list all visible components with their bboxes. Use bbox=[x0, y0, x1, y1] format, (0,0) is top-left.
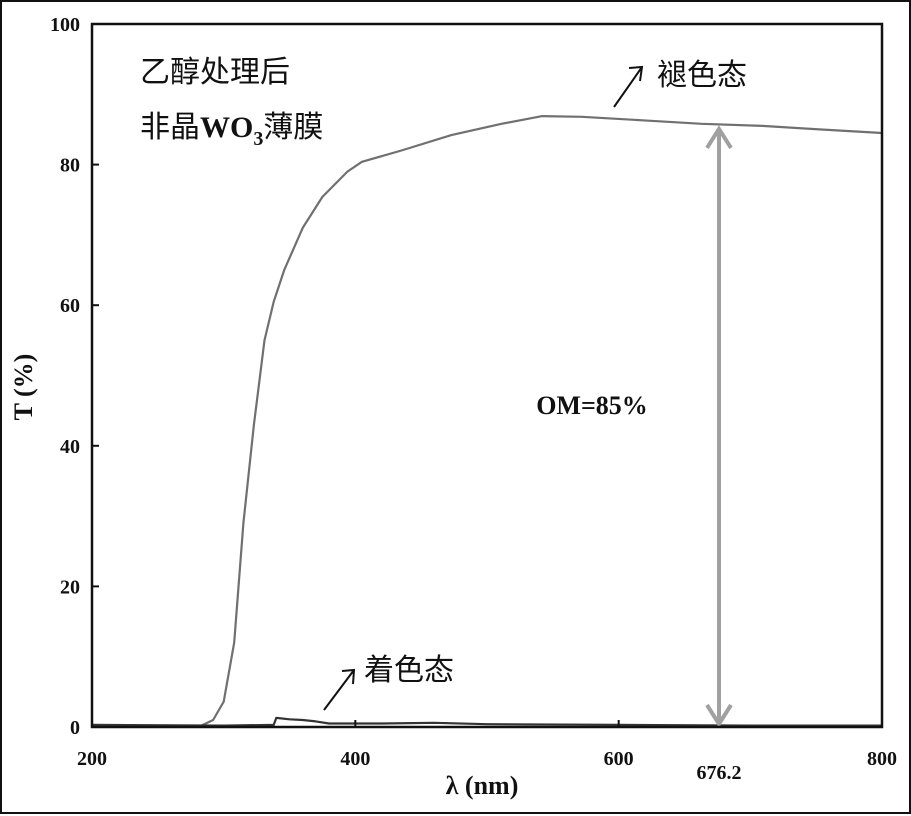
sample-label-line2: 非晶WO3薄膜 bbox=[140, 110, 323, 150]
bleached-label: 褪色态 bbox=[657, 58, 747, 93]
om-label: OM=85% bbox=[536, 391, 648, 420]
y-tick-label: 40 bbox=[60, 436, 80, 458]
x-axis-label: λ (nm) bbox=[446, 771, 519, 800]
series-line-bleached bbox=[92, 115, 883, 727]
om-arrow bbox=[705, 125, 733, 728]
x-tick-label: 400 bbox=[340, 748, 370, 770]
sample-label-line1: 乙醇处理后 bbox=[140, 55, 290, 90]
y-tick-label: 60 bbox=[60, 295, 80, 317]
y-tick-label: 0 bbox=[70, 717, 80, 739]
y-tick-label: 20 bbox=[60, 576, 80, 598]
plot-frame bbox=[90, 22, 884, 729]
y-tick-label: 100 bbox=[50, 14, 80, 36]
series-line-colored bbox=[91, 716, 882, 727]
x-tick-label: 800 bbox=[867, 748, 897, 770]
bleached-pointer-arrow bbox=[613, 65, 644, 108]
x-tick-label: 600 bbox=[604, 748, 634, 770]
y-axis-label: T (%) bbox=[9, 354, 38, 421]
om-arrow-head-down bbox=[705, 703, 733, 728]
om-arrow-head-up bbox=[705, 125, 733, 150]
colored-pointer-arrow bbox=[323, 668, 356, 711]
x-tick-label: 200 bbox=[77, 748, 107, 770]
y-tick-label: 80 bbox=[60, 155, 80, 177]
axis-ticks: 200 400 600 800 0 20 40 60 80 100 bbox=[50, 14, 897, 770]
curves bbox=[91, 115, 883, 727]
colored-label: 着色态 bbox=[364, 653, 454, 688]
om-wavelength-label: 676.2 bbox=[696, 762, 741, 784]
